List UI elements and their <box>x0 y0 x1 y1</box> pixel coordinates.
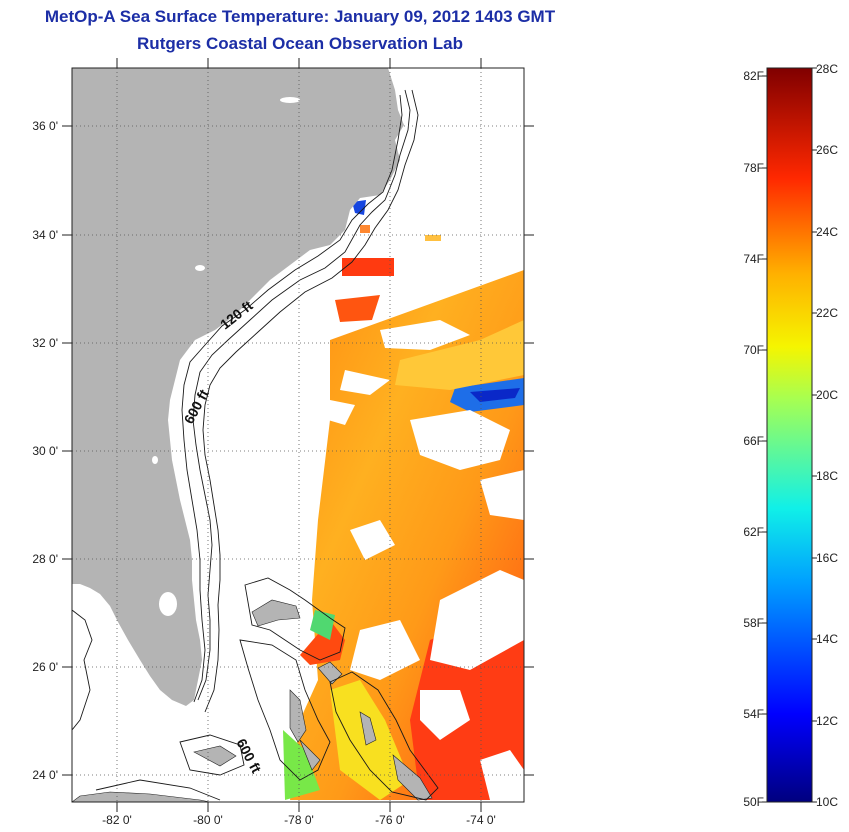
cloud-masks <box>328 320 524 800</box>
lake-okeechobee <box>159 592 177 616</box>
colorbar-label-f: 54F <box>743 707 764 721</box>
lat-lon-grid <box>72 68 524 802</box>
colorbar-label-c: 18C <box>816 469 839 483</box>
colorbar-label-c: 14C <box>816 632 839 646</box>
lat-label: 36 0' <box>32 119 58 133</box>
map-ticks <box>62 58 534 812</box>
colorbar-label-f: 74F <box>743 252 764 266</box>
map-border <box>71 67 525 803</box>
lake <box>152 456 158 464</box>
colorbar-label-c: 16C <box>816 551 839 565</box>
bathymetry-contours <box>72 89 439 801</box>
cuba-landmass <box>72 791 211 802</box>
lon-label: -74 0' <box>466 813 496 827</box>
colorbar-label-f: 66F <box>743 434 764 448</box>
map-title: MetOp-A Sea Surface Temperature: January… <box>44 7 556 26</box>
colorbar-label-c: 12C <box>816 714 839 728</box>
lon-label: -76 0' <box>375 813 405 827</box>
colorbar-label-c: 10C <box>816 795 839 809</box>
colorbar-label-c: 26C <box>816 143 839 157</box>
colorbar-label-f: 58F <box>743 616 764 630</box>
map-subtitle: Rutgers Coastal Ocean Observation Lab <box>137 34 463 53</box>
lat-label: 34 0' <box>32 228 58 242</box>
lon-label: -82 0' <box>102 813 132 827</box>
colorbar-label-f: 82F <box>743 69 764 83</box>
lat-label: 32 0' <box>32 336 58 350</box>
colorbar-label-f: 78F <box>743 161 764 175</box>
colorbar-label-c: 20C <box>816 388 839 402</box>
lake <box>280 97 300 103</box>
lat-label: 30 0' <box>32 444 58 458</box>
colorbar-label-c: 24C <box>816 225 839 239</box>
colorbar-label-f: 50F <box>743 795 764 809</box>
us-landmass <box>72 68 404 706</box>
bahamas-islands <box>193 599 433 801</box>
lat-label: 28 0' <box>32 552 58 566</box>
colorbar-label-c: 22C <box>816 306 839 320</box>
lat-label: 24 0' <box>32 768 58 782</box>
lake <box>195 265 205 271</box>
lon-label: -80 0' <box>193 813 223 827</box>
lat-label: 26 0' <box>32 660 58 674</box>
colorbar-label-f: 70F <box>743 343 764 357</box>
colorbar-ticks <box>762 67 817 803</box>
colorbar <box>766 67 813 803</box>
lon-label: -78 0' <box>284 813 314 827</box>
colorbar-label-f: 62F <box>743 525 764 539</box>
colorbar-label-c: 28C <box>816 62 839 76</box>
